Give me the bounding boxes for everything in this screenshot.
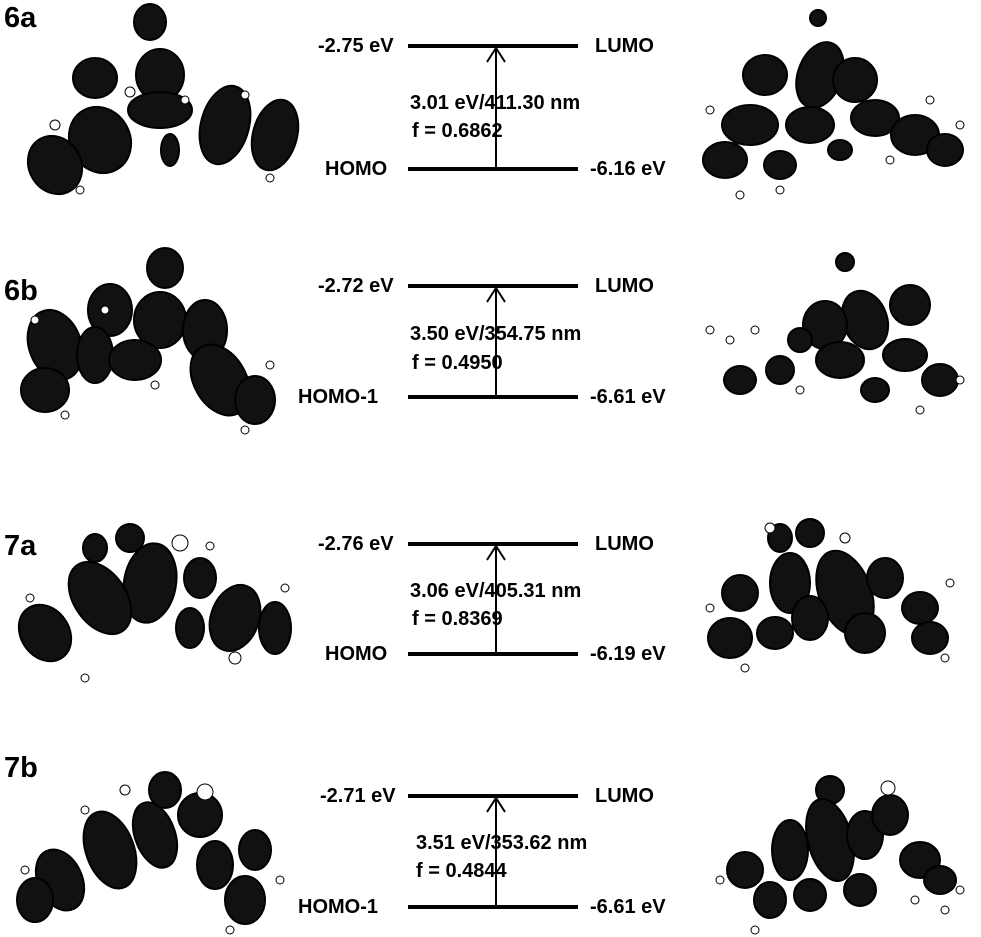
lumo-orbital-image bbox=[715, 775, 965, 935]
homo-label: HOMO-1 bbox=[298, 896, 378, 918]
panel-6a: 6a bbox=[0, 0, 981, 220]
panel-7a: 7a bbox=[0, 498, 981, 698]
oscillator-strength: f = 0.6862 bbox=[412, 120, 503, 142]
energy-level-diagram bbox=[408, 542, 578, 656]
lumo-orbital-image bbox=[705, 252, 965, 415]
transition-energy: 3.06 eV/405.31 nm bbox=[410, 580, 582, 602]
homo-energy: -6.61 eV bbox=[590, 896, 666, 918]
transition-arrow-head bbox=[486, 544, 506, 561]
lumo-label: LUMO bbox=[595, 275, 654, 297]
panel-7b: 7b bbox=[0, 750, 981, 937]
homo-orbital-image bbox=[20, 247, 276, 435]
lumo-orbital-image bbox=[702, 9, 965, 200]
transition-arrow-head bbox=[486, 46, 506, 63]
homo-label: HOMO bbox=[325, 643, 388, 665]
lumo-energy: -2.75 eV bbox=[318, 35, 394, 57]
homo-orbital-image bbox=[26, 3, 300, 196]
compound-label: 6a bbox=[4, 2, 37, 34]
lumo-energy: -2.76 eV bbox=[318, 533, 394, 555]
lumo-label: LUMO bbox=[595, 35, 654, 57]
energy-level-diagram bbox=[408, 284, 578, 399]
panel-6b: 6b bbox=[0, 240, 981, 460]
transition-energy: 3.50 eV/354.75 nm bbox=[410, 323, 582, 345]
lumo-energy: -2.72 eV bbox=[318, 275, 394, 297]
homo-orbital-image bbox=[16, 771, 285, 935]
transition-energy: 3.51 eV/353.62 nm bbox=[416, 832, 588, 854]
oscillator-strength: f = 0.4950 bbox=[412, 352, 503, 374]
compound-label: 7b bbox=[4, 752, 38, 784]
lumo-label: LUMO bbox=[595, 785, 654, 807]
lumo-orbital-image bbox=[705, 518, 955, 673]
transition-arrow-head bbox=[486, 796, 506, 813]
homo-label: HOMO bbox=[325, 158, 388, 180]
compound-label: 7a bbox=[4, 530, 37, 562]
transition-arrow-head bbox=[486, 286, 506, 303]
oscillator-strength: f = 0.4844 bbox=[416, 860, 507, 882]
homo-label: HOMO-1 bbox=[298, 386, 378, 408]
energy-level-diagram bbox=[408, 794, 578, 909]
lumo-energy: -2.71 eV bbox=[320, 785, 396, 807]
homo-energy: -6.16 eV bbox=[590, 158, 666, 180]
transition-energy: 3.01 eV/411.30 nm bbox=[410, 92, 581, 114]
homo-orbital-image bbox=[17, 523, 292, 683]
homo-energy: -6.19 eV bbox=[590, 643, 666, 665]
homo-energy: -6.61 eV bbox=[590, 386, 666, 408]
compound-label: 6b bbox=[4, 275, 38, 307]
energy-level-diagram bbox=[408, 44, 578, 171]
oscillator-strength: f = 0.8369 bbox=[412, 608, 503, 630]
lumo-label: LUMO bbox=[595, 533, 654, 555]
